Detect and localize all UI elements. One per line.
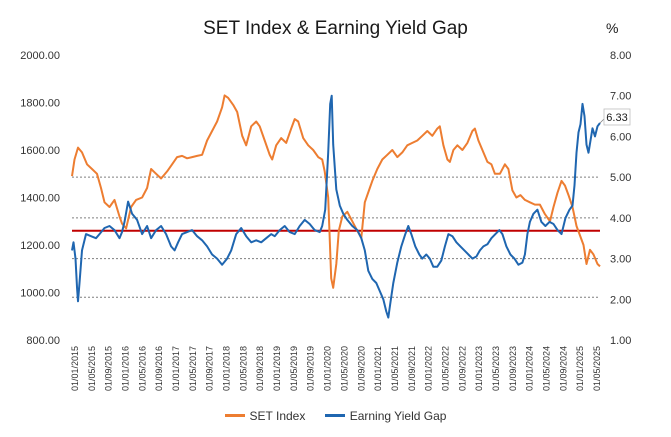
callout-leader-line — [599, 118, 605, 124]
left-axis-tick-label: 1400.00 — [20, 193, 60, 205]
left-axis-tick-label: 800.00 — [26, 335, 60, 347]
x-axis-tick-label: 01/01/2021 — [373, 346, 383, 391]
x-axis-tick-label: 01/09/2015 — [104, 346, 114, 391]
x-axis-tick-label: 01/05/2023 — [491, 346, 501, 391]
legend-swatch-earning-yield-gap — [324, 414, 345, 417]
x-axis-tick-label: 01/05/2017 — [188, 346, 198, 391]
latest-value-box — [603, 108, 631, 126]
right-axis-tick-label: 7.00 — [610, 91, 631, 103]
left-axis-tick-label: 1600.00 — [20, 145, 60, 157]
x-axis-tick-label: 01/05/2022 — [440, 346, 450, 391]
x-axis-tick-label: 01/09/2022 — [457, 346, 467, 391]
x-axis-tick-label: 01/05/2019 — [289, 346, 299, 391]
x-axis-tick-label: 01/01/2022 — [424, 346, 434, 391]
x-axis-tick-label: 01/01/2019 — [272, 346, 282, 391]
x-axis-tick-label: 01/09/2023 — [508, 346, 518, 391]
x-axis-tick-label: 01/05/2016 — [137, 346, 147, 391]
x-axis-tick-label: 01/05/2018 — [238, 346, 248, 391]
right-axis-unit: % — [606, 20, 619, 36]
x-axis-tick-label: 01/09/2019 — [306, 346, 316, 391]
x-axis-tick-label: 01/09/2016 — [154, 346, 164, 391]
x-axis-tick-label: 01/09/2020 — [356, 346, 366, 391]
x-axis-tick-label: 01/01/2023 — [474, 346, 484, 391]
chart-title: SET Index & Earning Yield Gap — [203, 18, 468, 39]
x-axis-tick-label: 01/01/2024 — [525, 346, 535, 391]
right-axis-tick-label: 2.00 — [610, 294, 631, 306]
left-axis-tick-label: 1800.00 — [20, 98, 60, 110]
x-axis-tick-label: 01/01/2025 — [575, 346, 585, 391]
right-axis-tick-label: 6.00 — [610, 131, 631, 143]
x-axis-tick-label: 01/01/2016 — [121, 346, 131, 391]
series-line-set-index — [71, 94, 601, 289]
x-axis-tick-label: 01/05/2024 — [541, 346, 551, 391]
x-axis-tick-label: 01/05/2025 — [592, 346, 602, 391]
x-axis-tick-label: 01/09/2018 — [255, 346, 265, 391]
x-axis-tick-label: 01/05/2020 — [339, 346, 349, 391]
x-axis-tick-label: 01/09/2017 — [205, 346, 215, 391]
left-axis-tick-label: 2000.00 — [20, 50, 60, 62]
x-axis-tick-label: 01/01/2015 — [70, 346, 80, 391]
x-axis-tick-label: 01/05/2021 — [390, 346, 400, 391]
left-axis-tick-label: 1200.00 — [20, 240, 60, 252]
legend-label-earning-yield-gap: Earning Yield Gap — [349, 408, 447, 423]
legend: SET Index Earning Yield Gap — [0, 406, 671, 423]
legend-label-set-index: SET Index — [249, 408, 306, 423]
series-line-earning-yield-gap — [71, 94, 601, 319]
left-axis-tick-label: 1000.00 — [20, 288, 60, 300]
right-axis-tick-label: 5.00 — [610, 172, 631, 184]
right-axis-tick-label: 4.00 — [610, 213, 631, 225]
right-axis-tick-label: 1.00 — [610, 335, 631, 347]
right-axis-tick-label: 8.00 — [610, 50, 631, 62]
legend-item-set-index: SET Index — [224, 408, 306, 423]
x-axis-tick-label: 01/01/2017 — [171, 346, 181, 391]
legend-item-earning-yield-gap: Earning Yield Gap — [324, 408, 447, 423]
x-axis-tick-label: 01/09/2021 — [407, 346, 417, 391]
right-axis-tick-label: 3.00 — [610, 254, 631, 266]
x-axis-tick-label: 01/05/2015 — [87, 346, 97, 391]
x-axis-tick-label: 01/01/2020 — [323, 346, 333, 391]
latest-value-label: 6.33 — [606, 112, 627, 124]
legend-swatch-set-index — [224, 414, 245, 417]
x-axis-tick-label: 01/09/2024 — [558, 346, 568, 391]
x-axis-tick-label: 01/01/2018 — [222, 346, 232, 391]
